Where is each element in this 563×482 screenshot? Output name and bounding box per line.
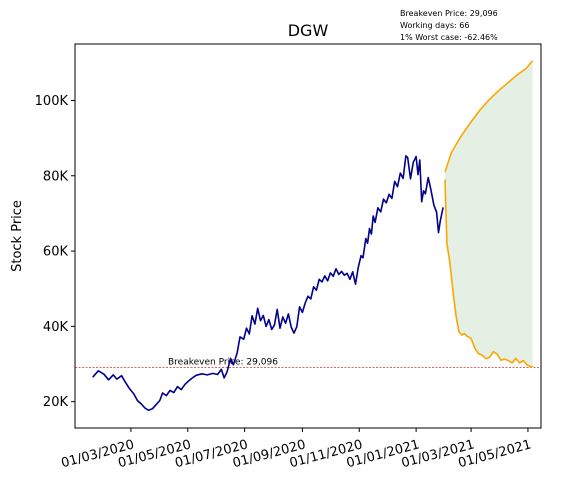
forecast-range-fill bbox=[445, 60, 533, 367]
y-tick-label: 100K bbox=[35, 94, 69, 109]
worst-case-line bbox=[444, 179, 534, 368]
best-case-line bbox=[444, 60, 534, 173]
annotation-breakeven: Breakeven Price: 29,096 bbox=[400, 9, 498, 18]
series-layer bbox=[92, 60, 534, 412]
y-tick-label: 40K bbox=[43, 320, 69, 335]
breakeven-line-label: Breakeven Price: 29,096 bbox=[168, 357, 278, 367]
y-tick-label: 80K bbox=[43, 169, 69, 184]
chart-title: DGW bbox=[288, 21, 329, 40]
annotation-worst-case: 1% Worst case: -62.46% bbox=[400, 33, 498, 42]
annotation-working-days: Working days: 66 bbox=[400, 21, 469, 30]
plot-frame bbox=[74, 43, 542, 429]
x-axis: 01/03/202001/05/202001/07/202001/09/2020… bbox=[60, 428, 533, 471]
y-tick-label: 60K bbox=[43, 245, 69, 260]
y-axis: 20K 40K 60K 80K 100K bbox=[35, 94, 75, 410]
y-tick-label: 20K bbox=[43, 395, 69, 410]
price-history-line bbox=[92, 155, 444, 412]
plot-area: Breakeven Price: 29,096 bbox=[74, 43, 542, 429]
y-axis-label: Stock Price bbox=[10, 200, 25, 272]
